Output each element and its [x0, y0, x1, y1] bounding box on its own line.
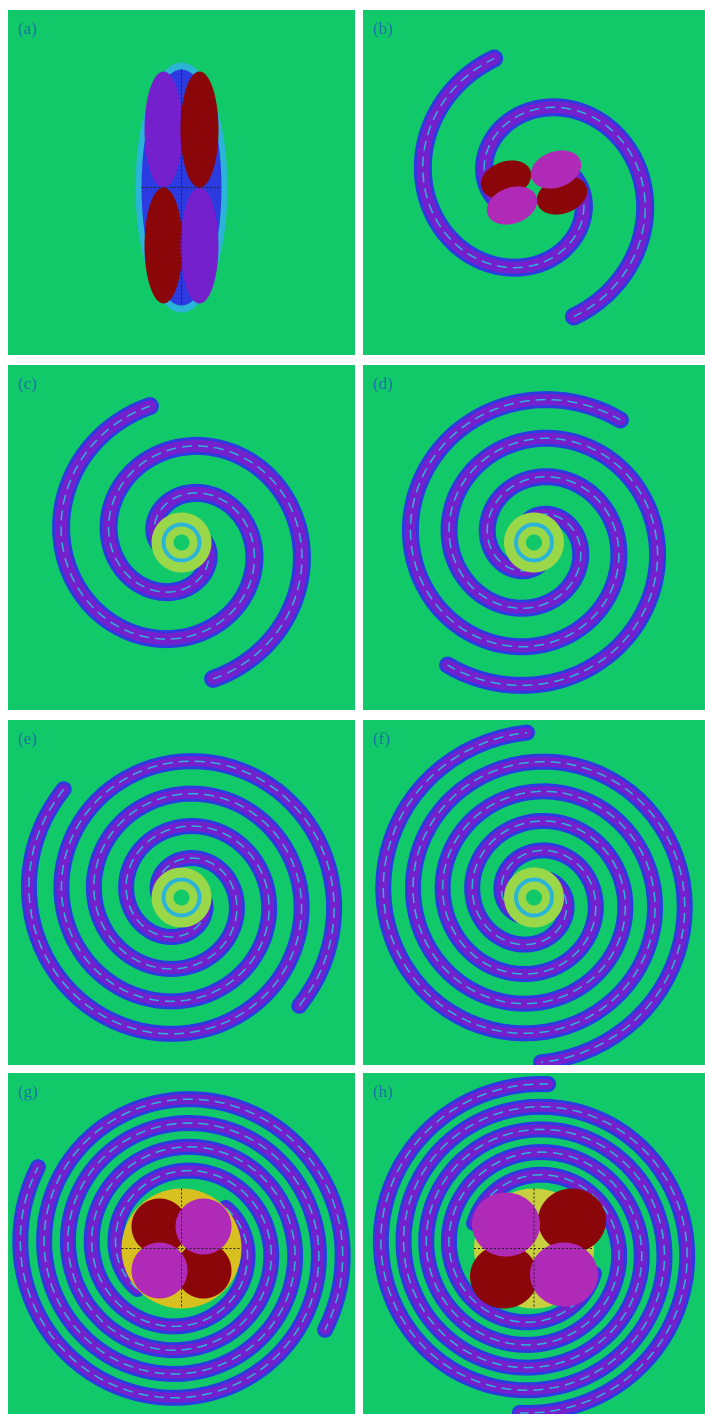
panel-label: (f)	[373, 729, 390, 748]
panel: (h)	[363, 1073, 705, 1414]
quadrant	[132, 1243, 188, 1299]
panel-image	[8, 720, 355, 1065]
lobe	[181, 188, 219, 304]
panel-label: (d)	[373, 374, 393, 393]
panel-label: (e)	[18, 729, 37, 748]
panel-label: (c)	[18, 374, 37, 393]
background	[363, 10, 705, 355]
panel-label: (b)	[373, 19, 393, 38]
core-center	[174, 535, 190, 551]
panel-image	[8, 10, 355, 355]
lobe	[181, 72, 219, 188]
core-center	[526, 890, 542, 906]
core-center	[526, 535, 542, 551]
panel-image	[8, 365, 355, 710]
panel: (g)	[8, 1073, 355, 1414]
panel: (d)	[363, 365, 705, 710]
panel-image	[363, 720, 705, 1065]
quadrant	[176, 1199, 232, 1255]
panel-image	[363, 10, 705, 355]
panel: (f)	[363, 720, 705, 1065]
panel-label: (g)	[18, 1082, 38, 1101]
panel: (e)	[8, 720, 355, 1065]
quadrant	[530, 1243, 598, 1307]
figure: (a) (b) (c) (d) (e) (f) (g) (h)	[0, 0, 705, 1414]
panel: (c)	[8, 365, 355, 710]
page: {"panels": [{"label": "(a)"}, {"label": …	[0, 0, 705, 1414]
panel-label: (h)	[373, 1082, 393, 1101]
quadrant	[472, 1193, 540, 1257]
quadrant	[538, 1189, 606, 1253]
lobe	[145, 188, 183, 304]
lobe	[145, 72, 183, 188]
panel-image	[363, 1073, 705, 1414]
panel: (a)	[8, 10, 355, 355]
panel-image	[8, 1073, 355, 1414]
panel: (b)	[363, 10, 705, 355]
panel-label: (a)	[18, 19, 37, 38]
panel-image	[363, 365, 705, 710]
core-center	[174, 890, 190, 906]
